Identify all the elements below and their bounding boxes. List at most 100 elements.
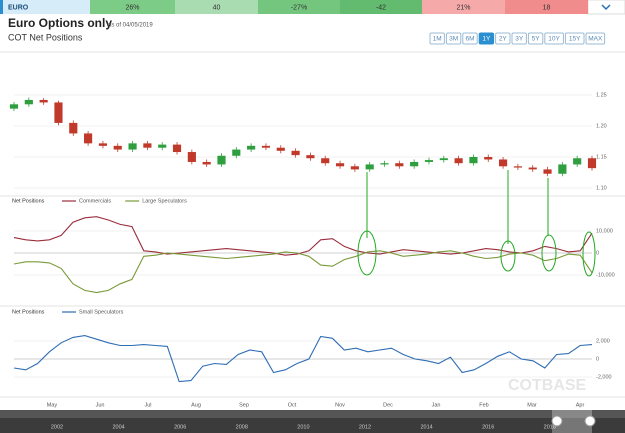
x-tick-label: Jul	[144, 402, 151, 408]
navigator-year: 2016	[482, 424, 494, 430]
highlight-ellipse	[500, 240, 516, 272]
summary-cell[interactable]	[175, 0, 258, 14]
navigator-selection[interactable]	[552, 410, 592, 433]
x-tick-label: May	[47, 402, 58, 408]
summary-cell[interactable]	[340, 0, 422, 14]
summary-value: -27%	[291, 4, 307, 11]
x-tick-label: Apr	[576, 402, 585, 408]
candle-body	[306, 155, 315, 159]
candle-body	[321, 158, 330, 164]
candle-body	[39, 99, 48, 103]
candle-body	[54, 102, 63, 123]
y-tick-label: 10,000	[596, 228, 613, 234]
y-tick-label: 1.10	[596, 185, 607, 191]
as-of: as of 04/05/2019	[108, 23, 153, 29]
candle-body	[84, 133, 93, 144]
navigator-year: 2014	[420, 424, 432, 430]
range-button[interactable]	[445, 32, 462, 45]
navigator-series	[0, 410, 625, 418]
candle-body	[217, 155, 226, 165]
candle-body	[424, 160, 434, 162]
range-button-label: 5Y	[532, 36, 541, 43]
candle-body	[143, 143, 152, 148]
symbol-label: EURO	[8, 4, 29, 11]
summary-cell[interactable]	[258, 0, 340, 14]
candle-body	[276, 147, 285, 151]
summary-cell[interactable]	[90, 0, 175, 14]
range-button-label: 6M	[465, 36, 474, 43]
range-button[interactable]	[564, 32, 585, 45]
y-tick-label: -10,000	[596, 272, 615, 278]
range-button[interactable]	[462, 32, 478, 45]
legend-title: Net Positions	[12, 309, 45, 315]
symbol-cell[interactable]	[0, 0, 90, 14]
candle-body	[335, 163, 345, 167]
x-tick-label: Feb	[479, 402, 488, 408]
annotations	[357, 170, 596, 277]
range-button[interactable]	[585, 32, 606, 45]
summary-bar: EURO	[0, 0, 625, 15]
y-tick-label: 1.25	[596, 92, 607, 98]
range-button[interactable]	[495, 32, 511, 45]
candle-body	[513, 166, 522, 168]
navigator-year: 2008	[236, 424, 248, 430]
summary-value: 21%	[456, 4, 470, 11]
navigator-year: 2010	[297, 424, 309, 430]
candle-body	[543, 169, 552, 174]
y-tick-label: -2,000	[596, 374, 612, 380]
title: Euro Options only	[8, 16, 112, 30]
candle-body	[291, 150, 300, 156]
summary-value: -42	[376, 4, 386, 11]
y-tick-label: 1.20	[596, 123, 607, 129]
summary-cell[interactable]	[505, 0, 588, 14]
range-button[interactable]	[527, 32, 544, 45]
candle-body	[528, 167, 537, 170]
x-tick-label: Jan	[432, 402, 441, 408]
candle-body	[158, 144, 167, 148]
range-button-label: 1M	[433, 36, 442, 43]
legend-label: Large Speculators	[142, 198, 187, 204]
highlight-ellipse	[541, 234, 557, 272]
range-button[interactable]	[478, 32, 495, 45]
range-button[interactable]	[429, 32, 445, 45]
dropdown-arrow	[601, 4, 611, 11]
legend-label: Small Speculators	[79, 309, 124, 315]
x-tick-label: Nov	[335, 402, 345, 408]
series-line	[13, 216, 593, 256]
summary-value: 18	[543, 4, 551, 11]
dropdown[interactable]	[587, 0, 625, 15]
highlight-ellipse	[357, 230, 377, 276]
candle-body	[499, 159, 508, 167]
candle-body	[484, 157, 493, 160]
candle-body	[454, 158, 463, 164]
candle-body	[350, 166, 359, 170]
candle-body	[9, 104, 19, 109]
candle-body	[98, 143, 107, 146]
x-tick-label: Dec	[383, 402, 393, 408]
navigator-year: 2002	[51, 424, 63, 430]
candle-body	[410, 161, 419, 167]
legend-label: Commercials	[79, 198, 111, 204]
summary-cell[interactable]	[422, 0, 505, 14]
navigator-handle[interactable]	[584, 415, 596, 427]
candle-body	[172, 144, 182, 153]
x-tick-label: Sep	[239, 402, 249, 408]
range-button-label: 1Y	[482, 36, 491, 43]
y-tick-label: 0	[596, 250, 599, 256]
y-tick-label: 0	[596, 356, 599, 362]
symbol-accent	[0, 0, 3, 14]
series-line	[13, 250, 593, 294]
subtitle: COT Net Positions	[8, 32, 83, 42]
highlight-ellipse	[582, 231, 596, 277]
range-button[interactable]	[511, 32, 527, 45]
y-tick-label: 1.15	[596, 154, 607, 160]
navigator-handle[interactable]	[551, 415, 563, 427]
x-tick-label: Oct	[288, 402, 297, 408]
candle-body	[469, 157, 478, 164]
range-button[interactable]	[544, 32, 564, 45]
x-tick-label: Aug	[191, 402, 201, 408]
navigator-year: 2018	[544, 424, 556, 430]
summary-value: 40	[213, 4, 221, 11]
navigator-year: 2006	[174, 424, 186, 430]
